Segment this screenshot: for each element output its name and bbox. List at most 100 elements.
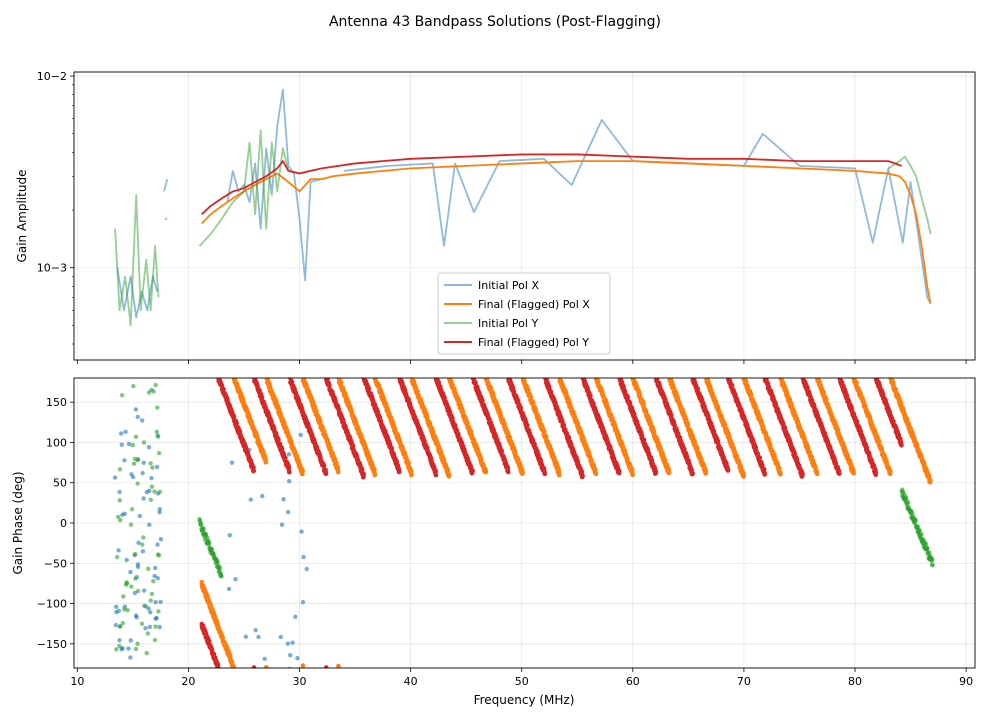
phase-final-pol-x-point — [616, 433, 622, 439]
phase-final-pol-x-point — [300, 468, 305, 474]
phase-initial-pol-y-point — [156, 450, 162, 456]
phase-final-pol-x-point — [824, 397, 829, 402]
phase-final-pol-y-point — [480, 398, 485, 403]
phase-initial-pol-y-point — [133, 434, 139, 439]
phase-initial-pol-x-mid-point — [298, 432, 303, 438]
phase-initial-pol-y-point — [150, 465, 155, 470]
legend-label-final-pol-x: Final (Flagged) Pol X — [478, 298, 590, 311]
phase-initial-pol-x-point — [135, 562, 141, 567]
phase-final-pol-x-point — [814, 471, 820, 477]
phase-initial-pol-y-point — [153, 624, 158, 629]
phase-final-pol-x-point — [229, 659, 235, 665]
phase-final-pol-x-point — [263, 664, 269, 668]
phase-initial-pol-x-point — [147, 522, 152, 527]
phase-final-pol-x-point — [415, 389, 421, 394]
phase-initial-pol-y-point — [142, 603, 147, 608]
phase-initial-pol-y-edge-point — [201, 526, 206, 532]
phase-final-pol-x-point — [335, 469, 341, 475]
phase-initial-pol-y-point — [135, 481, 140, 486]
phase-final-pol-x-point — [748, 392, 754, 398]
amp-line-series-2-seg-3 — [887, 155, 932, 235]
phase-initial-pol-y-point — [135, 588, 141, 594]
phase-final-pol-x-point — [816, 378, 818, 379]
phase-final-pol-x-point — [300, 663, 306, 668]
legend-label-final-pol-y: Final (Flagged) Pol Y — [478, 336, 589, 349]
legend-label-initial-pol-x: Initial Pol X — [478, 279, 539, 292]
amp-line-series-3-seg-0 — [201, 153, 902, 215]
phase-initial-pol-x-point — [129, 472, 134, 477]
phase-final-pol-x-point — [666, 470, 672, 475]
phase-final-pol-x-point — [231, 666, 237, 668]
amp-line-series-0-seg-2 — [226, 88, 322, 282]
phase-initial-pol-x-point — [122, 458, 127, 463]
phase-initial-pol-x-mid-point — [248, 497, 254, 502]
phase-initial-pol-y-point — [117, 467, 123, 472]
phase-initial-pol-x-point — [134, 615, 139, 620]
phase-initial-pol-x-point — [153, 565, 158, 571]
phase-initial-pol-y-edge-point — [915, 524, 921, 529]
phase-initial-pol-x-point — [123, 429, 128, 434]
phase-initial-pol-y — [114, 382, 163, 656]
phase-initial-pol-x-point — [148, 610, 153, 615]
phase-initial-pol-x-point — [155, 576, 160, 581]
phase-initial-pol-y-edge-point — [209, 547, 215, 552]
phase-final-pol-x-point — [452, 386, 457, 391]
phase-initial-pol-x-point — [141, 496, 146, 501]
amplitude-series — [114, 88, 932, 327]
amplitude-ticks: 10−310−2 — [37, 70, 967, 364]
phase-initial-pol-y-point — [114, 554, 120, 560]
phase-final-pol-x-point — [643, 409, 649, 414]
phase-final-pol-y-point — [221, 386, 226, 392]
phase-initial-pol-x-point — [116, 548, 121, 553]
phase-initial-pol-y-point — [148, 598, 153, 603]
amplitude-panel: 10−310−2 Gain Amplitude Initial Pol X Fi… — [15, 70, 976, 364]
phase-final-pol-x-point — [338, 380, 344, 386]
phase-initial-pol-y-point — [131, 383, 136, 389]
phase-initial-pol-x-point — [126, 646, 131, 651]
phase-initial-pol-y-point — [115, 514, 121, 520]
phase-initial-pol-y-point — [131, 461, 137, 466]
phase-initial-pol-x-mid-point — [262, 656, 267, 662]
phase-initial-pol-x-point — [128, 569, 133, 575]
phase-initial-pol-y-point — [151, 578, 156, 584]
phase-initial-pol-y-point — [139, 621, 145, 626]
legend: Initial Pol X Final (Flagged) Pol X Init… — [437, 272, 611, 355]
phase-initial-pol-x-point — [146, 444, 152, 450]
phase-final-pol-x — [199, 378, 933, 668]
phase-initial-pol-x-point — [113, 604, 119, 610]
phase-initial-pol-x-mid-point — [286, 478, 292, 484]
amp-ytick-label: 10−3 — [37, 262, 67, 275]
phase-initial-pol-x-point — [128, 655, 133, 660]
phase-initial-pol-y-point — [128, 522, 134, 527]
phase-final-pol-x-point — [406, 460, 411, 466]
phase-initial-pol-x-mid-point — [300, 600, 306, 605]
phase-initial-pol-y-point — [152, 489, 157, 494]
phase-initial-pol-x-point — [141, 588, 147, 593]
phase-initial-pol-x-point — [113, 622, 119, 628]
phase-final-pol-x-point — [928, 477, 933, 483]
phase-initial-pol-x-point — [116, 608, 122, 614]
phase-initial-pol-x-point — [158, 536, 164, 542]
phase-final-pol-x-point — [593, 471, 599, 477]
phase-initial-pol-x-point — [132, 590, 138, 596]
phase-initial-pol-x-point — [119, 647, 124, 652]
phase-final-pol-y-point — [433, 472, 439, 478]
phase-final-pol-y-point — [217, 667, 220, 668]
phase-initial-pol-y-point — [148, 461, 153, 466]
phase-final-pol-x-point — [372, 472, 378, 478]
phase-final-pol-x-point — [703, 469, 709, 474]
phase-initial-pol-x-mid-point — [301, 554, 306, 560]
phase-initial-pol-x-point — [128, 638, 133, 643]
amp-line-series-1-seg-0 — [201, 160, 932, 304]
phase-initial-pol-x-mid-point — [290, 640, 295, 645]
phase-initial-pol-x-mid-point — [229, 460, 235, 465]
phase-initial-pol-x-point — [133, 407, 139, 412]
phase-final-pol-x-point — [851, 471, 856, 476]
legend-box — [437, 272, 611, 355]
phase-initial-pol-x-point — [140, 470, 145, 476]
phase-initial-pol-x-point — [120, 512, 125, 517]
phase-final-pol-x-point — [408, 468, 414, 474]
phase-initial-pol-x-point — [147, 624, 153, 630]
